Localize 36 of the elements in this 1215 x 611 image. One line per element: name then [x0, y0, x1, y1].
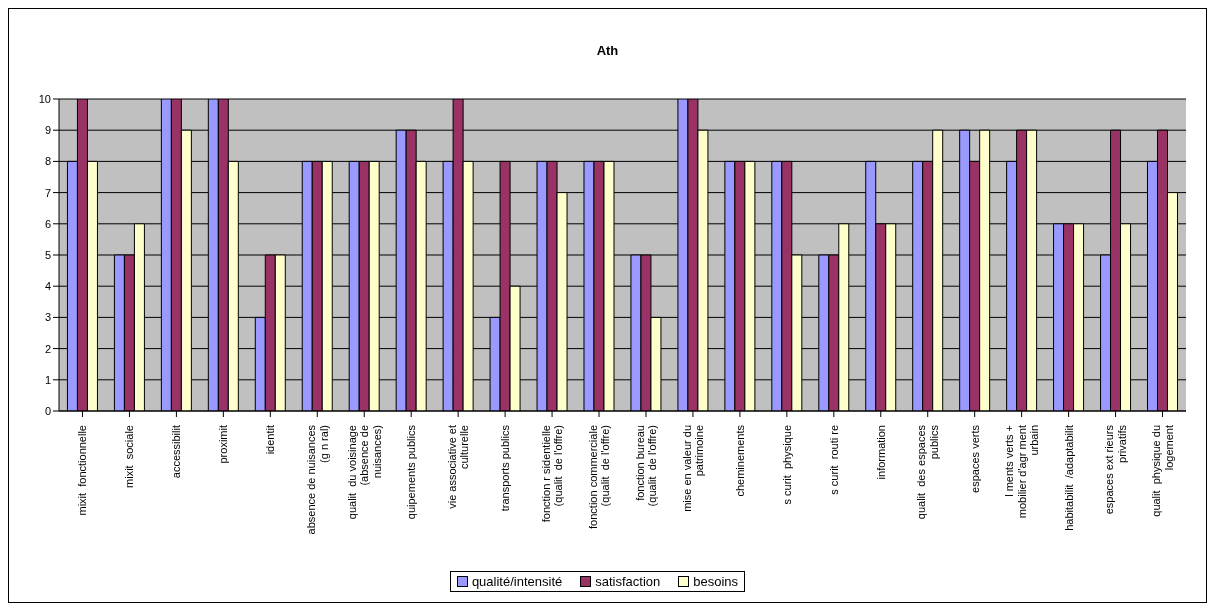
- x-tick-label: proximit: [217, 425, 230, 464]
- x-tick-label: quipements publics: [405, 424, 418, 520]
- x-tick-label: espaces ext rieurs privatifs: [1103, 424, 1128, 515]
- legend-label: besoins: [692, 574, 739, 589]
- y-tick-label: 3: [44, 311, 51, 324]
- y-tick-label: 9: [44, 124, 51, 137]
- y-tick-label: 0: [44, 404, 51, 417]
- y-tick-label: 7: [44, 186, 51, 199]
- x-tick-label: l ments verts + mobilier d'agr ment urbain: [1003, 425, 1041, 519]
- x-tick-label: habitabilit /adaptabilit: [1062, 425, 1075, 531]
- x-tick-label: absence de nuisances (g n ral): [305, 424, 330, 535]
- x-tick-label: qualit des espaces publics: [915, 424, 940, 520]
- x-tick-label: transports publics: [499, 424, 512, 512]
- y-tick-label: 2: [44, 342, 51, 355]
- x-tick-label: fonction r sidentielle (qualit de l'offre): [539, 425, 565, 523]
- y-tick-label: 6: [44, 217, 51, 230]
- chart-title: Ath: [595, 43, 620, 58]
- x-tick-label: mixit fonctionnelle: [76, 425, 89, 516]
- x-tick-label: fonction commerciale (qualit de l'offre): [586, 425, 612, 529]
- x-tick-label: identit: [264, 425, 277, 455]
- x-tick-label: s curit routi re: [827, 425, 840, 495]
- x-tick-label: qualit du voisinage (absence de nuisances): [345, 425, 383, 520]
- y-tick-label: 4: [44, 280, 51, 293]
- x-tick-label: fonction bureau (qualit de l'offre): [633, 425, 659, 507]
- y-tick-label: 1: [44, 373, 51, 386]
- legend-label: qualité/intensité: [470, 574, 563, 589]
- x-tick-label: s curit physique: [780, 425, 793, 505]
- x-tick-label: espaces verts: [968, 424, 981, 493]
- legend-label: satisfaction: [594, 574, 661, 589]
- y-tick-label: 8: [44, 155, 51, 168]
- x-tick-label: information: [874, 425, 887, 480]
- x-tick-label: mixit sociale: [123, 425, 136, 488]
- x-tick-label: accessibilit: [170, 425, 183, 479]
- y-tick-label: 10: [38, 92, 51, 105]
- x-tick-label: cheminements: [733, 424, 746, 497]
- y-tick-label: 5: [44, 248, 51, 261]
